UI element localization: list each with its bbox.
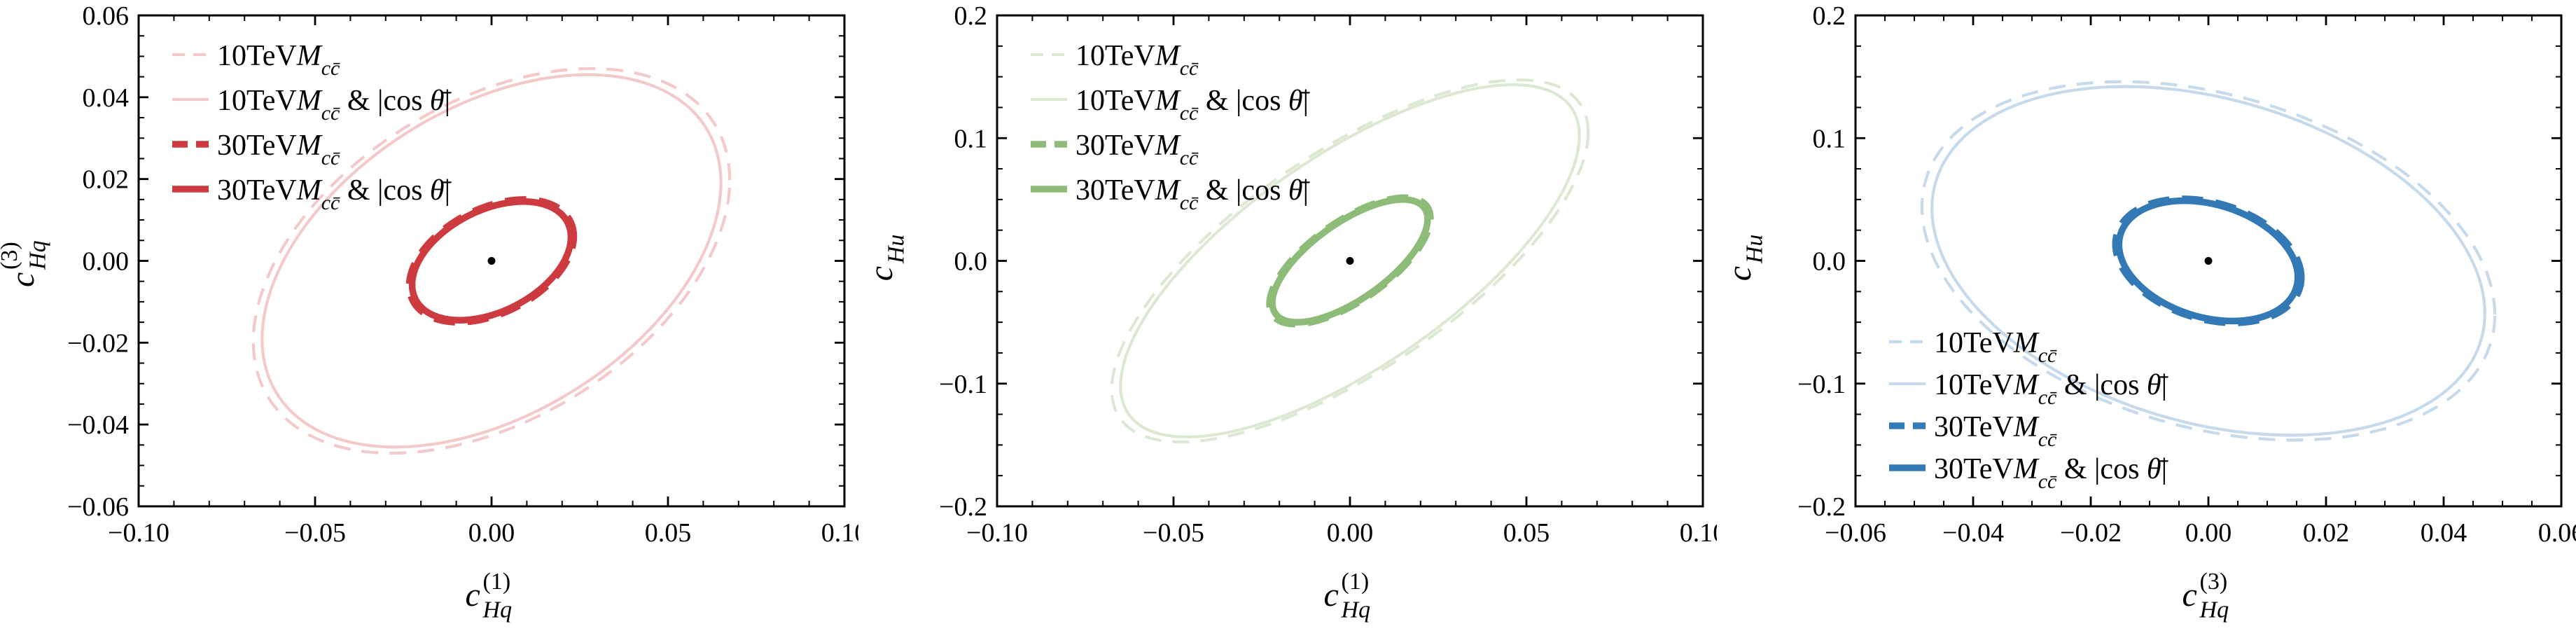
svg-text:−0.06: −0.06 bbox=[1825, 518, 1886, 548]
svg-text:−0.10: −0.10 bbox=[966, 518, 1028, 548]
svg-text:c: c bbox=[465, 576, 480, 613]
svg-text:−0.2: −0.2 bbox=[939, 492, 987, 522]
svg-text:(3): (3) bbox=[2200, 569, 2228, 595]
svg-text:c: c bbox=[4, 272, 41, 287]
svg-text:Hq: Hq bbox=[482, 597, 513, 623]
svg-text:(1): (1) bbox=[483, 569, 511, 595]
svg-text:c: c bbox=[1323, 576, 1338, 613]
svg-text:0.2: 0.2 bbox=[954, 1, 988, 31]
chart-canvas-left: −0.10 −0.05 0.00 0.05 0.10 −0.06 −0.04 −0.02 0.0… bbox=[0, 1, 858, 623]
svg-text:0.06: 0.06 bbox=[83, 1, 130, 31]
svg-text:Hu: Hu bbox=[883, 235, 909, 265]
svg-text:−0.05: −0.05 bbox=[1143, 518, 1204, 548]
panel-chq1-vs-chu: −0.10 −0.05 0.00 0.05 0.10 −0.2 −0.1 0.0 0.1 0.2 1… bbox=[858, 0, 1717, 638]
svg-text:30TeVMcc̄ & |cos θ̄|: 30TeVMcc̄ & |cos θ̄| bbox=[217, 174, 452, 214]
svg-text:10TeVMcc̄: 10TeVMcc̄ bbox=[217, 40, 340, 80]
svg-text:0.0: 0.0 bbox=[954, 247, 988, 277]
svg-text:0.04: 0.04 bbox=[83, 83, 130, 113]
svg-text:−0.10: −0.10 bbox=[108, 518, 169, 548]
svg-text:c: c bbox=[1721, 266, 1758, 281]
svg-text:−0.02: −0.02 bbox=[2060, 518, 2122, 548]
svg-text:0.10: 0.10 bbox=[1680, 518, 1717, 548]
svg-text:0.02: 0.02 bbox=[2303, 518, 2350, 548]
svg-text:−0.2: −0.2 bbox=[1797, 492, 1846, 522]
svg-text:0.02: 0.02 bbox=[83, 165, 130, 195]
svg-text:0.00: 0.00 bbox=[1327, 518, 1374, 548]
svg-text:−0.06: −0.06 bbox=[67, 492, 129, 522]
svg-text:Hq: Hq bbox=[2199, 597, 2229, 623]
svg-text:−0.1: −0.1 bbox=[1797, 370, 1846, 399]
svg-text:10TeVMcc̄: 10TeVMcc̄ bbox=[1934, 327, 2057, 367]
svg-text:30TeVMcc̄: 30TeVMcc̄ bbox=[217, 130, 340, 169]
svg-text:(3): (3) bbox=[0, 242, 22, 270]
svg-text:0.00: 0.00 bbox=[2185, 518, 2232, 548]
svg-text:0.1: 0.1 bbox=[1813, 124, 1846, 153]
svg-text:30TeVMcc̄: 30TeVMcc̄ bbox=[1934, 411, 2057, 451]
svg-text:−0.02: −0.02 bbox=[67, 328, 129, 358]
svg-text:0.1: 0.1 bbox=[954, 124, 988, 153]
svg-text:0.05: 0.05 bbox=[1503, 518, 1550, 548]
svg-text:10TeVMcc̄ & |cos θ̄|: 10TeVMcc̄ & |cos θ̄| bbox=[1075, 85, 1311, 125]
svg-text:0.00: 0.00 bbox=[83, 247, 130, 277]
svg-text:10TeVMcc̄ & |cos θ̄|: 10TeVMcc̄ & |cos θ̄| bbox=[1934, 369, 2169, 409]
svg-text:0.05: 0.05 bbox=[645, 518, 692, 548]
svg-text:−0.05: −0.05 bbox=[284, 518, 346, 548]
svg-text:10TeVMcc̄ & |cos θ̄|: 10TeVMcc̄ & |cos θ̄| bbox=[217, 85, 452, 125]
svg-text:0.0: 0.0 bbox=[1813, 247, 1846, 277]
panel-chq3-vs-chu: −0.06 −0.04 −0.02 0.00 0.02 0.04 0.06 −0.2 −0.1 0… bbox=[1717, 0, 2576, 638]
svg-text:(1): (1) bbox=[1342, 569, 1370, 595]
svg-text:30TeVMcc̄ & |cos θ̄|: 30TeVMcc̄ & |cos θ̄| bbox=[1934, 453, 2169, 493]
svg-text:0.00: 0.00 bbox=[468, 518, 515, 548]
svg-text:c: c bbox=[863, 266, 900, 281]
svg-text:0.06: 0.06 bbox=[2538, 518, 2576, 548]
chart-canvas-right: −0.06 −0.04 −0.02 0.00 0.02 0.04 0.06 −0.2 −0.1 0… bbox=[1721, 1, 2576, 623]
svg-text:0.2: 0.2 bbox=[1813, 1, 1846, 31]
svg-text:0.04: 0.04 bbox=[2421, 518, 2467, 548]
svg-text:−0.04: −0.04 bbox=[67, 410, 129, 440]
svg-text:0.10: 0.10 bbox=[821, 518, 858, 548]
svg-text:Hq: Hq bbox=[1341, 597, 1371, 623]
svg-text:−0.04: −0.04 bbox=[1942, 518, 2004, 548]
chart-canvas-middle: −0.10 −0.05 0.00 0.05 0.10 −0.2 −0.1 0.0 0.1 0.2 1… bbox=[863, 1, 1717, 623]
svg-text:Hu: Hu bbox=[1741, 235, 1767, 265]
svg-text:30TeVMcc̄ & |cos θ̄|: 30TeVMcc̄ & |cos θ̄| bbox=[1075, 174, 1311, 214]
svg-text:30TeVMcc̄: 30TeVMcc̄ bbox=[1075, 130, 1199, 169]
svg-text:Hq: Hq bbox=[25, 240, 50, 270]
svg-text:c: c bbox=[2182, 576, 2196, 613]
panel-chq1-vs-chq3: −0.10 −0.05 0.00 0.05 0.10 −0.06 −0.04 −0.02 0.0… bbox=[0, 0, 858, 638]
svg-text:−0.1: −0.1 bbox=[939, 370, 987, 399]
svg-text:10TeVMcc̄: 10TeVMcc̄ bbox=[1075, 40, 1199, 80]
